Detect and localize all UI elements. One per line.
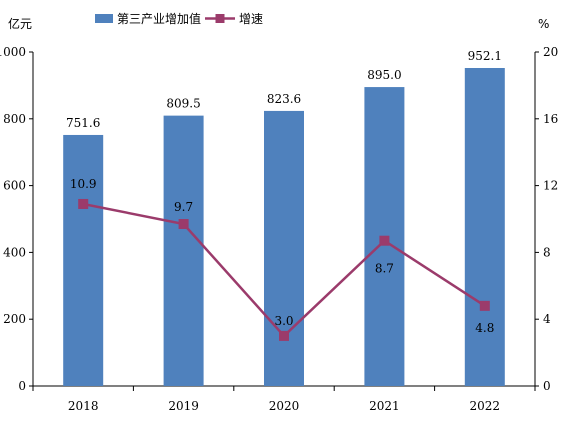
bars xyxy=(63,67,505,386)
line-data-label: 8.7 xyxy=(375,262,394,276)
legend-swatch-marker xyxy=(215,14,225,23)
line-marker xyxy=(479,300,490,311)
bar xyxy=(163,115,204,386)
line-data-label: 10.9 xyxy=(70,177,97,191)
bar-data-label: 809.5 xyxy=(166,97,200,111)
x-tick-label: 2021 xyxy=(369,399,400,413)
y-axis-unit-right: % xyxy=(538,17,549,31)
y-tick-label-right: 12 xyxy=(543,179,558,193)
y-tick-label-right: 0 xyxy=(543,379,551,393)
y-axis-unit-left: 亿元 xyxy=(8,16,32,31)
legend: 第三产业增加值 增速 xyxy=(95,11,263,26)
line-series xyxy=(78,198,490,341)
y-tick-label-right: 4 xyxy=(543,312,551,326)
y-tick-label-right: 8 xyxy=(543,245,551,259)
y-tick-label-right: 20 xyxy=(543,45,558,59)
line-data-label: 9.7 xyxy=(174,200,193,214)
bar-data-label: 823.6 xyxy=(267,92,301,106)
line-marker xyxy=(178,219,189,230)
line-data-label: 3.0 xyxy=(274,314,293,328)
y-tick-label-left: 600 xyxy=(3,179,26,193)
bar xyxy=(264,110,304,386)
y-tick-label-left: 400 xyxy=(3,245,26,259)
line-marker xyxy=(78,198,89,209)
y-tick-label-left: 800 xyxy=(3,112,26,126)
x-tick-label: 2019 xyxy=(168,399,199,413)
data-labels: 751.6 809.5 823.6 895.0 952.1 10.9 9.7 3.0 8.7 4.… xyxy=(66,49,502,335)
bar xyxy=(464,67,505,386)
bar-data-label: 895.0 xyxy=(367,68,401,82)
bar xyxy=(63,134,104,386)
legend-label-bar: 第三产业增加值 xyxy=(117,11,201,26)
y-tick-label-left: 0 xyxy=(18,379,26,393)
line-data-label: 4.8 xyxy=(475,321,494,335)
x-tick-label: 2022 xyxy=(470,399,501,413)
x-tick-label: 2018 xyxy=(68,399,99,413)
bar-data-label: 952.1 xyxy=(468,49,502,63)
legend-label-line: 增速 xyxy=(239,12,263,26)
y-tick-label-right: 16 xyxy=(543,112,558,126)
y-tick-label-left: 200 xyxy=(3,312,26,326)
bar-data-label: 751.6 xyxy=(66,116,100,130)
axes: 0 200 400 600 800 1000 0 4 8 12 16 20 2018 2019 2020 20… xyxy=(0,45,558,413)
y-tick-label-left: 1000 xyxy=(0,45,26,59)
line-marker xyxy=(279,330,289,341)
legend-swatch-bar xyxy=(95,14,113,23)
x-tick-label: 2020 xyxy=(269,399,300,413)
line-marker xyxy=(379,235,390,246)
